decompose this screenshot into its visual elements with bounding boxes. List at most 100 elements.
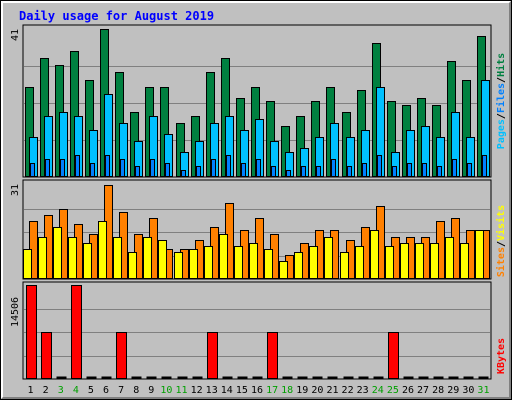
bar-kbytes: [26, 285, 37, 379]
chart-title: Daily usage for August 2019: [19, 9, 214, 23]
panel-legend: Sites/Visits: [495, 205, 507, 277]
bar-sites: [68, 237, 77, 279]
x-tick-label: 3: [58, 385, 64, 396]
series-visits: [29, 185, 490, 279]
x-tick-label: 25: [387, 385, 399, 396]
bar-pages: [331, 159, 336, 177]
bar-sites: [309, 246, 318, 279]
bar-sites: [445, 237, 454, 279]
series-sites: [23, 221, 484, 279]
x-tick-label: 17: [266, 385, 278, 396]
bar-sites: [279, 261, 288, 279]
bar-pages: [316, 166, 321, 177]
bar-pages: [196, 166, 201, 177]
bar-kbytes: [327, 376, 338, 379]
bar-pages: [181, 170, 186, 177]
bar-pages: [347, 166, 352, 177]
series-pages: [30, 155, 487, 177]
y-max-label: 31: [10, 184, 21, 196]
x-tick-label: 2: [43, 385, 49, 396]
bar-kbytes: [418, 376, 429, 379]
bar-sites: [340, 252, 349, 279]
bar-kbytes: [282, 376, 293, 379]
x-tick-label: 11: [175, 385, 187, 396]
x-tick-label: 6: [103, 385, 109, 396]
x-tick-label: 21: [326, 385, 338, 396]
bar-kbytes: [161, 376, 172, 379]
bar-kbytes: [71, 285, 82, 379]
legend-entry: Hits: [495, 53, 507, 77]
bar-kbytes: [343, 376, 354, 379]
panel-legend: KBytes: [496, 338, 507, 374]
legend-entry: /: [496, 113, 507, 119]
bar-pages: [45, 159, 50, 177]
bar-pages: [135, 166, 140, 177]
x-axis: 1 2 3 4 5 6 7 8 9 10 11 12 13 14 15 16 17 18 19 20 21 22 23 24 2…: [28, 385, 490, 396]
x-tick-label: 31: [477, 385, 489, 396]
bar-kbytes: [463, 376, 474, 379]
bar-pages: [286, 170, 291, 177]
bar-sites: [324, 237, 333, 279]
bar-kbytes: [388, 332, 399, 379]
bar-sites: [264, 249, 273, 279]
bar-sites: [83, 243, 92, 279]
bar-sites: [143, 237, 152, 279]
bar-pages: [452, 159, 457, 177]
bar-pages: [90, 163, 95, 177]
bar-pages: [120, 159, 125, 177]
bar-kbytes: [86, 376, 97, 379]
bar-kbytes: [297, 376, 308, 379]
x-tick-label: 19: [296, 385, 308, 396]
y-max-label: 41: [10, 29, 21, 41]
bar-kbytes: [478, 376, 489, 379]
x-tick-label: 9: [148, 385, 154, 396]
bar-sites: [475, 230, 484, 279]
bar-pages: [75, 155, 80, 177]
bar-pages: [241, 163, 246, 177]
x-tick-label: 7: [118, 385, 124, 396]
bar-sites: [294, 252, 303, 279]
x-tick-label: 26: [402, 385, 414, 396]
legend-entry: Sites: [495, 247, 507, 277]
bar-kbytes: [146, 376, 157, 379]
bar-pages: [105, 155, 110, 177]
bar-pages: [226, 155, 231, 177]
bar-kbytes: [433, 376, 444, 379]
bar-pages: [30, 163, 35, 177]
legend-entry: Visits: [495, 205, 507, 241]
x-tick-label: 29: [447, 385, 459, 396]
x-tick-label: 4: [73, 385, 79, 396]
bar-pages: [301, 166, 306, 177]
legend-entry: KBytes: [496, 338, 507, 374]
bar-pages: [211, 159, 216, 177]
x-tick-label: 10: [160, 385, 172, 396]
x-tick-label: 28: [432, 385, 444, 396]
bar-kbytes: [358, 376, 369, 379]
bar-pages: [362, 163, 367, 177]
legend-entry: /: [496, 77, 507, 83]
x-tick-label: 20: [311, 385, 323, 396]
x-tick-label: 14: [221, 385, 233, 396]
legend-entry: Files: [495, 83, 507, 113]
bar-pages: [467, 163, 472, 177]
bar-sites: [23, 249, 32, 279]
bar-kbytes: [222, 376, 233, 379]
y-max-label: 14506: [10, 297, 21, 327]
bar-sites: [53, 227, 62, 279]
series-kbytes: [26, 285, 489, 379]
bar-pages: [392, 166, 397, 177]
bar-kbytes: [373, 376, 384, 379]
bar-pages: [377, 155, 382, 177]
bar-sites: [219, 234, 228, 279]
x-tick-label: 30: [462, 385, 474, 396]
bar-sites: [158, 240, 167, 279]
x-tick-label: 5: [88, 385, 94, 396]
x-tick-label: 12: [191, 385, 203, 396]
bar-kbytes: [267, 332, 278, 379]
legend-entry: /: [496, 241, 507, 247]
series-files: [29, 80, 490, 177]
bar-kbytes: [56, 376, 67, 379]
